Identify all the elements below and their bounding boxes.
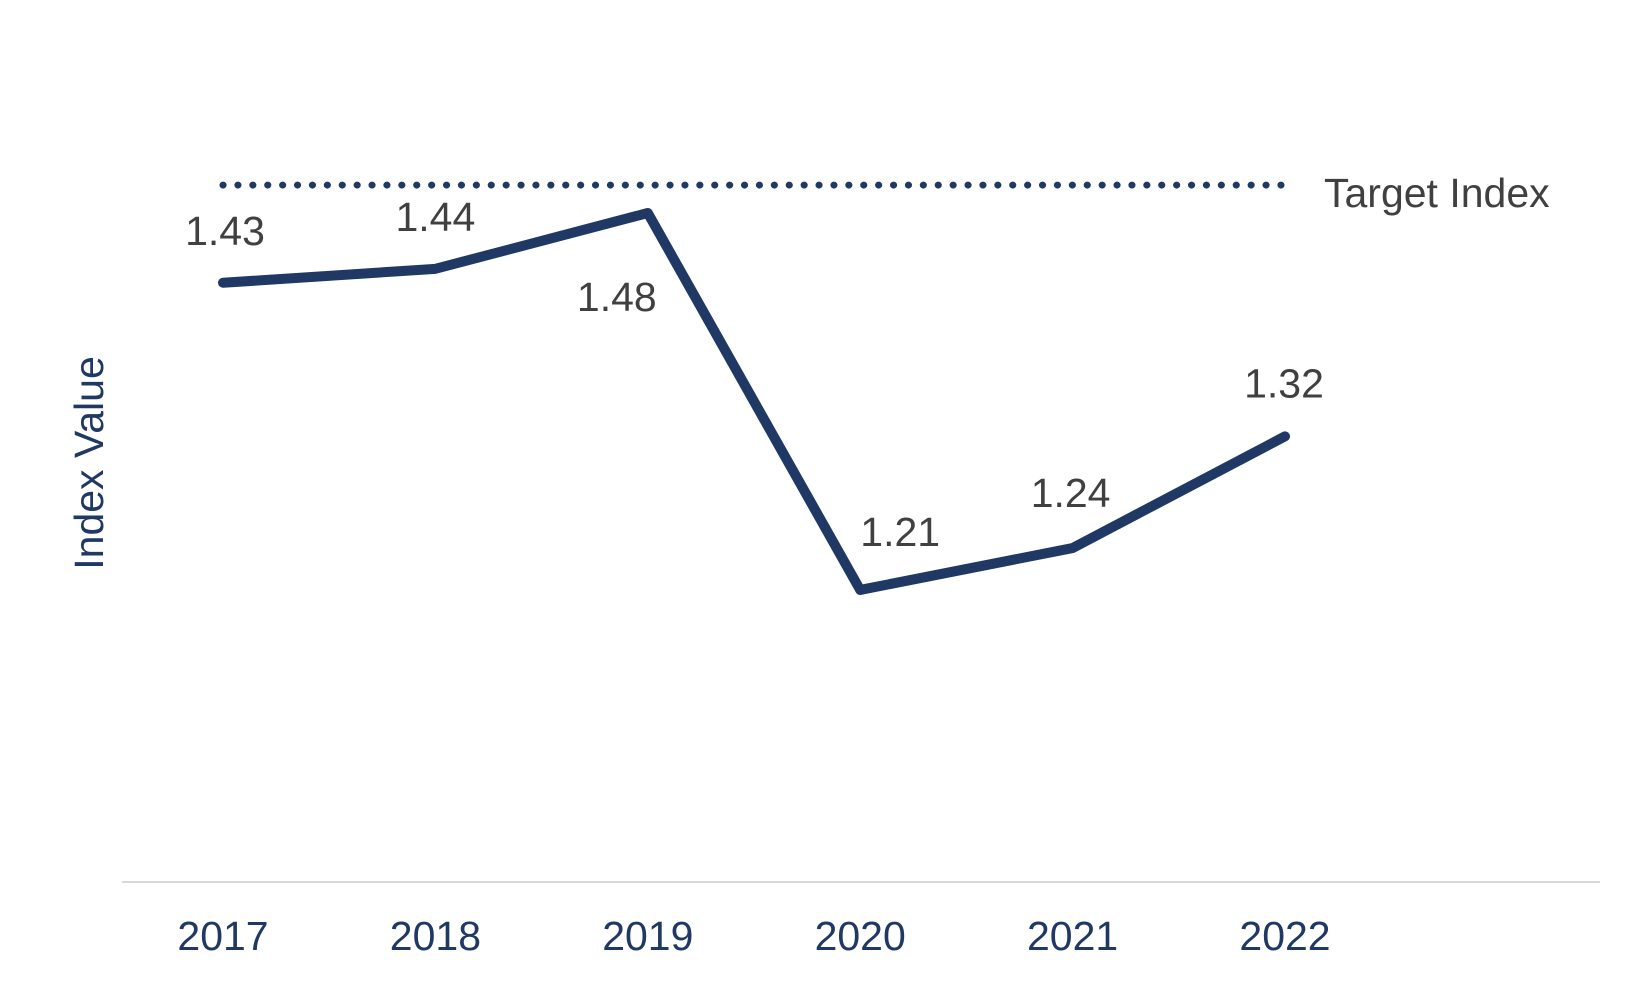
data-labels-group: 1.43 1.44 1.48 1.21 1.24 1.32 xyxy=(185,194,1324,555)
data-label: 1.32 xyxy=(1244,360,1324,406)
index-value-series-line xyxy=(218,208,1290,595)
x-tick-label: 2020 xyxy=(815,913,906,959)
x-axis-tick-labels: 2017 2018 2019 2020 2021 2022 xyxy=(177,913,1330,959)
data-label: 1.44 xyxy=(395,194,475,240)
x-tick-label: 2018 xyxy=(390,913,481,959)
data-label: 1.21 xyxy=(860,509,940,555)
x-tick-label: 2022 xyxy=(1239,913,1330,959)
x-tick-label: 2019 xyxy=(602,913,693,959)
y-axis-title: Index Value xyxy=(66,356,112,570)
x-tick-label: 2021 xyxy=(1027,913,1118,959)
data-label: 1.43 xyxy=(185,208,265,254)
data-label: 1.24 xyxy=(1031,470,1111,516)
data-label: 1.48 xyxy=(577,274,657,320)
target-line-label: Target Index xyxy=(1324,170,1550,216)
x-tick-label: 2017 xyxy=(177,913,268,959)
